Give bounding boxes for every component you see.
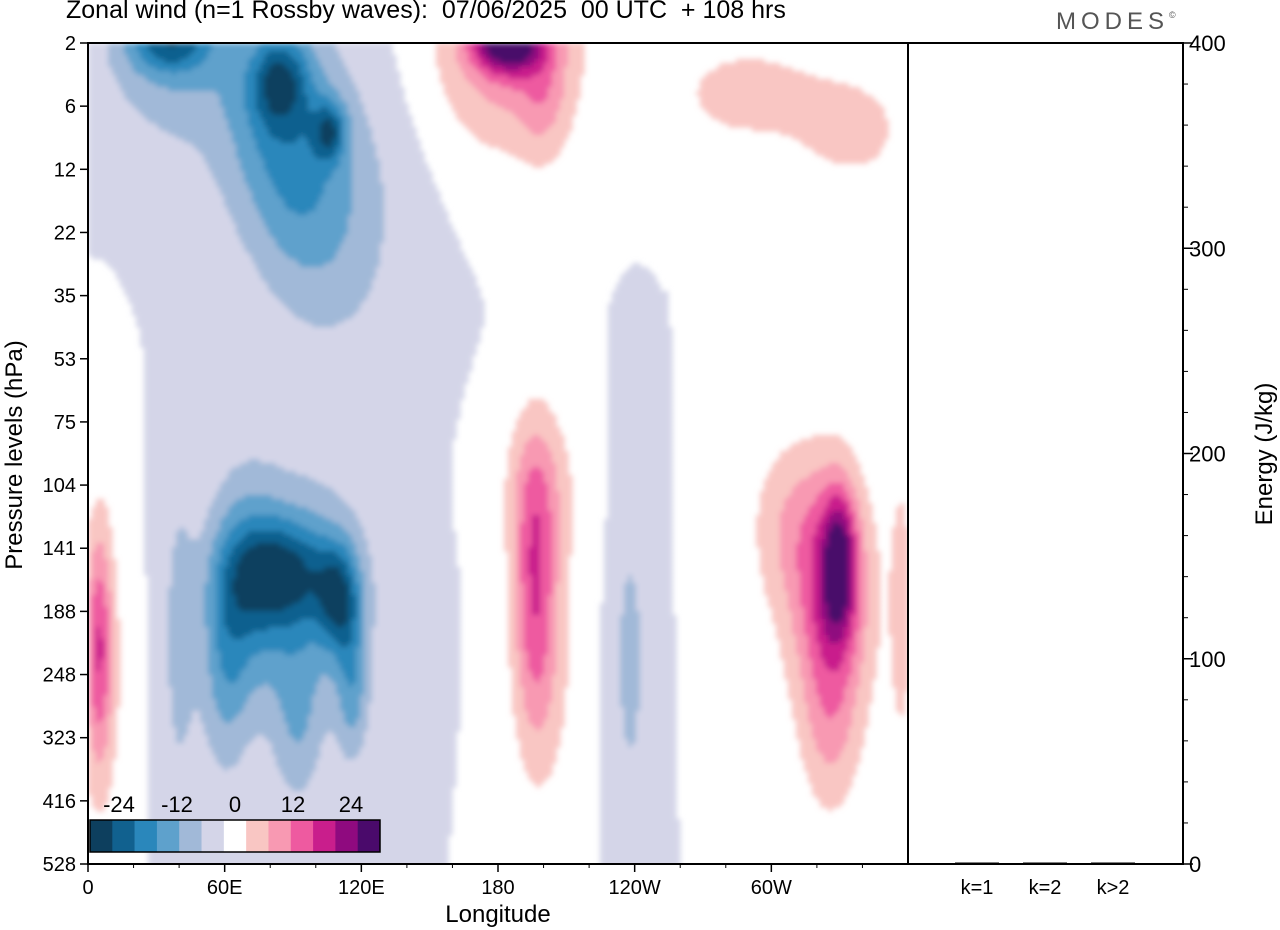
colorbar-swatch (313, 820, 336, 852)
colorbar-swatch (179, 820, 202, 852)
y-tick-label: 53 (54, 349, 76, 371)
x-tick-label: 60E (207, 877, 243, 899)
colorbar-swatch (202, 820, 225, 852)
energy-chart: 0 100 200 300 400 Energy (J/kg) k=1 k=2 k>2 (908, 31, 1278, 899)
colorbar-swatch (157, 820, 180, 852)
x-tick-label: 120W (609, 877, 661, 899)
energy-category-label: k=1 (961, 877, 994, 899)
colorbar-tick-label: 12 (281, 792, 305, 817)
y-tick-label: 35 (54, 286, 76, 308)
x-axis-label: Longitude (445, 901, 550, 928)
colorbar-tick-label: -12 (161, 792, 193, 817)
energy-category-label: k>2 (1097, 877, 1130, 899)
y-tick-label: 248 (43, 665, 76, 687)
y-tick-label: 323 (43, 728, 76, 750)
y-tick-label: 416 (43, 791, 76, 813)
y-tick-label: 6 (65, 96, 76, 118)
energy-tick-label: 400 (1189, 31, 1226, 56)
heatmap-field (88, 43, 909, 868)
y-tick-label: 528 (43, 854, 76, 876)
colorbar-swatch (268, 820, 291, 852)
energy-bar (955, 863, 999, 865)
colorbar-tick-label: 24 (339, 792, 363, 817)
x-tick-label: 60W (751, 877, 792, 899)
y-tick-label: 188 (43, 601, 76, 623)
colorbar-swatch (90, 820, 113, 852)
colorbar-tick-label: 0 (229, 792, 241, 817)
y-tick-label: 2 (65, 33, 76, 55)
colorbar-swatch (291, 820, 314, 852)
colorbar-swatch (358, 820, 381, 852)
energy-axis-label: Energy (J/kg) (1251, 383, 1278, 526)
colorbar-swatch (135, 820, 158, 852)
y-tick-label: 12 (54, 159, 76, 181)
colorbar-swatch (224, 820, 247, 852)
energy-tick-label: 100 (1189, 647, 1226, 672)
colorbar-swatch (246, 820, 269, 852)
colorbar-swatch (335, 820, 358, 852)
y-tick-label: 22 (54, 222, 76, 244)
y-axis-label: Pressure levels (hPa) (1, 340, 28, 569)
colorbar-tick-label: -24 (103, 792, 135, 817)
energy-category-label: k=2 (1029, 877, 1062, 899)
y-tick-label: 141 (43, 538, 76, 560)
x-tick-label: 120E (338, 877, 385, 899)
energy-frame (908, 43, 1183, 864)
energy-tick-label: 200 (1189, 442, 1226, 467)
energy-tick-label: 300 (1189, 236, 1226, 261)
x-tick-label: 0 (82, 877, 93, 899)
y-tick-label: 75 (54, 412, 76, 434)
energy-bar (1091, 863, 1135, 865)
y-tick-label: 104 (43, 475, 76, 497)
energy-bar (1023, 863, 1067, 865)
colorbar-swatch (112, 820, 135, 852)
energy-tick-label: 0 (1189, 852, 1201, 877)
x-tick-label: 180 (481, 877, 514, 899)
